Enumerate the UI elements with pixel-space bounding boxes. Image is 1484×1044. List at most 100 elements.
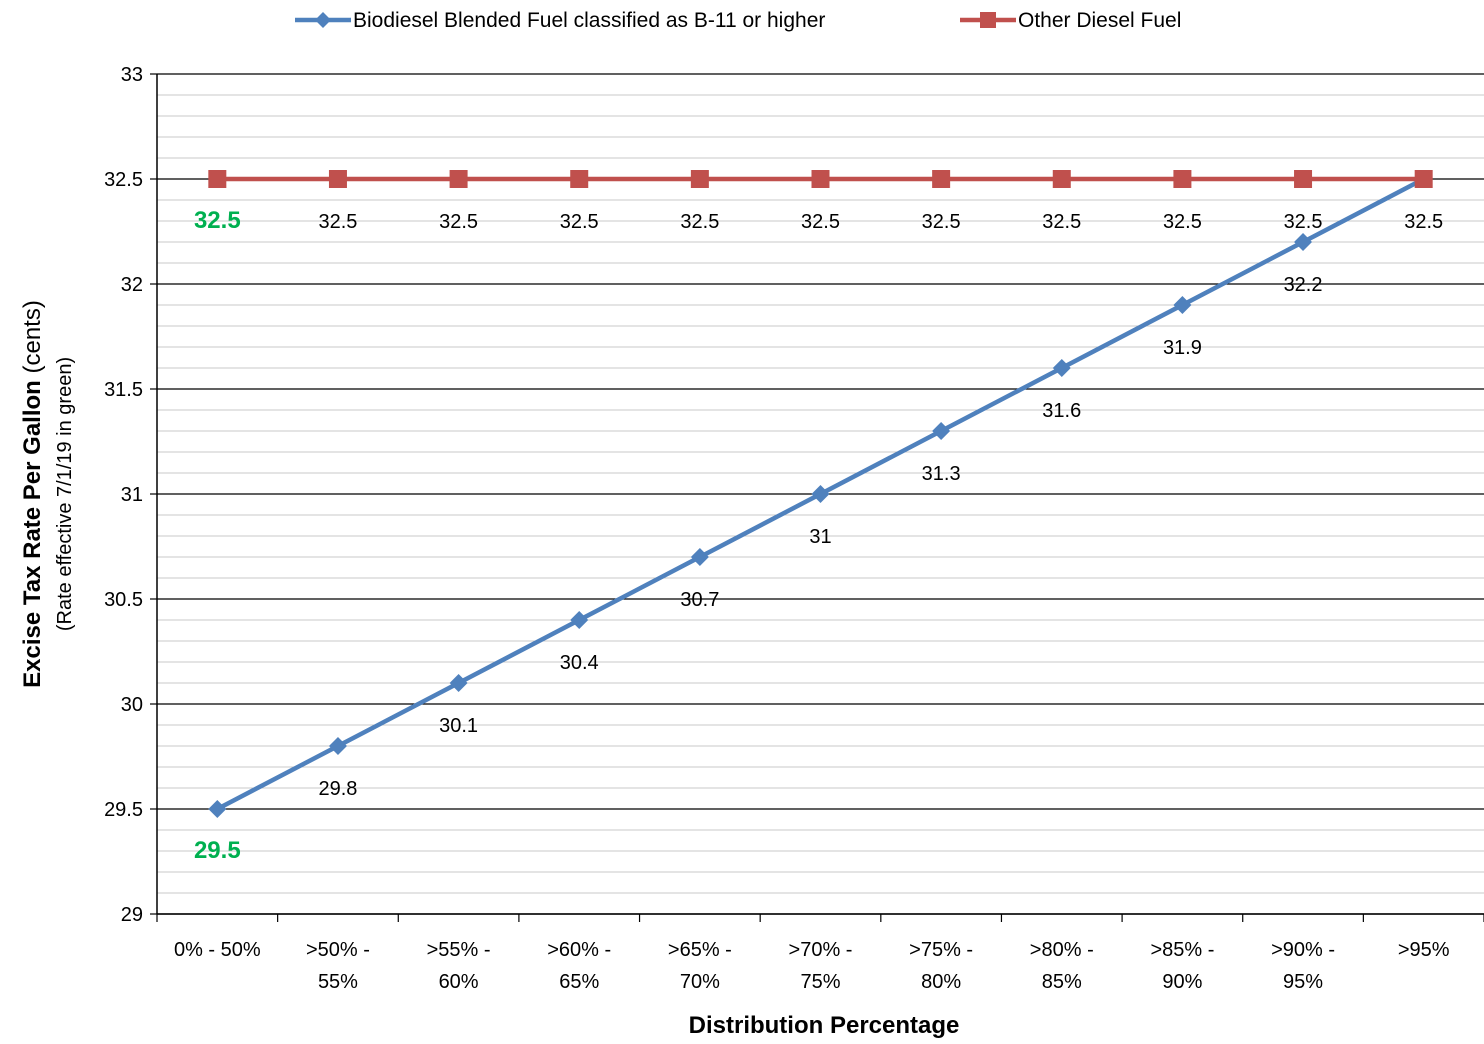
y-tick-label: 33 (121, 64, 143, 86)
other-diesel-data-label: 32.5 (922, 211, 961, 233)
x-tick-label-line: >90% - (1271, 939, 1335, 961)
biodiesel-data-label: 31.3 (922, 463, 961, 485)
axes: 29 29.5 30 30.5 31 31.5 32 32.5 33 0% - 50% >50% -… (104, 64, 1484, 993)
y-axis-title: Excise Tax Rate Per Gallon (cents) (Rate … (19, 300, 76, 688)
biodiesel-point (208, 800, 227, 818)
x-axis-title: Distribution Percentage (689, 1012, 960, 1039)
other-diesel-data-label: 32.5 (801, 211, 840, 233)
other-diesel-point (932, 170, 951, 188)
biodiesel-data-label: 31 (809, 526, 831, 548)
x-tick-label-line: 70% (680, 971, 720, 993)
other-diesel-point (1173, 170, 1192, 188)
legend-item-biodiesel: Biodiesel Blended Fuel classified as B-1… (295, 9, 825, 32)
y-tick-label: 31 (121, 484, 143, 506)
x-tick-label-line: 95% (1283, 971, 1323, 993)
x-tick-label: >60% - 65% (547, 939, 611, 993)
y-tick-label: 30 (121, 694, 143, 716)
x-tick-label-line: 85% (1042, 971, 1082, 993)
biodiesel-point (1173, 296, 1192, 314)
legend-label: Other Diesel Fuel (1018, 9, 1181, 32)
biodiesel-data-label: 30.4 (560, 652, 599, 674)
y-tick-label: 29.5 (104, 799, 143, 821)
x-tick-label-line: 90% (1162, 971, 1202, 993)
x-tick-label: >55% - 60% (427, 939, 491, 993)
other-diesel-data-label: 32.5 (318, 211, 357, 233)
y-axis-subtitle: (Rate effective 7/1/19 in green) (54, 357, 76, 631)
x-tick-label: >50% - 55% (306, 939, 370, 993)
biodiesel-data-label: 32.2 (1284, 274, 1323, 296)
other-diesel-point (811, 170, 830, 188)
other-diesel-data-label: 32.5 (680, 211, 719, 233)
y-tick-label: 30.5 (104, 589, 143, 611)
biodiesel-data-label: 29.5 (194, 837, 241, 864)
x-tick-label: 0% - 50% (174, 939, 261, 961)
legend: Biodiesel Blended Fuel classified as B-1… (295, 9, 1181, 32)
other-diesel-point (1052, 170, 1071, 188)
other-diesel-data-label: 32.5 (1284, 211, 1323, 233)
x-tick-label-line: >80% - (1030, 939, 1094, 961)
y-tick-label: 32.5 (104, 169, 143, 191)
y-axis-title-bold: Excise Tax Rate Per Gallon (19, 373, 46, 687)
other-diesel-point (570, 170, 589, 188)
x-tick-label-line: 75% (800, 971, 840, 993)
other-diesel-point (1294, 170, 1313, 188)
data-labels: 29.5 29.8 30.1 30.4 30.7 31 31.3 31.6 31.9 32.2 32… (194, 207, 1443, 864)
x-tick-label: >95% (1398, 939, 1450, 961)
biodiesel-point (449, 674, 468, 692)
legend-label: Biodiesel Blended Fuel classified as B-1… (353, 9, 825, 32)
biodiesel-point (1052, 359, 1071, 377)
biodiesel-point (690, 548, 709, 566)
y-axis-title-main: Excise Tax Rate Per Gallon (cents) (19, 300, 46, 688)
other-diesel-point (449, 170, 468, 188)
legend-square-marker (980, 12, 996, 28)
other-diesel-data-label: 32.5 (439, 211, 478, 233)
y-tick-label: 29 (121, 904, 143, 926)
biodiesel-point (1294, 233, 1313, 251)
biodiesel-point (811, 485, 830, 503)
x-tick-label: >75% - 80% (909, 939, 973, 993)
x-tick-label: >70% - 75% (789, 939, 853, 993)
biodiesel-point (570, 611, 589, 629)
x-tick-label: >90% - 95% (1271, 939, 1335, 993)
other-diesel-data-label: 32.5 (1163, 211, 1202, 233)
x-tick-label-line: >65% - (668, 939, 732, 961)
biodiesel-data-label: 31.6 (1042, 400, 1081, 422)
y-tick-label: 31.5 (104, 379, 143, 401)
x-tick-label-line: >60% - (547, 939, 611, 961)
x-tick-label-line: 0% - 50% (174, 939, 261, 961)
biodiesel-data-label: 29.8 (318, 778, 357, 800)
y-axis-title-unit: (cents) (19, 300, 46, 373)
legend-diamond-marker (315, 12, 331, 28)
biodiesel-data-label: 30.7 (680, 589, 719, 611)
other-diesel-data-label: 32.5 (1404, 211, 1443, 233)
x-tick-label-line: 55% (318, 971, 358, 993)
axis-titles: Distribution Percentage Excise Tax Rate P… (19, 300, 959, 1039)
biodiesel-data-label: 31.9 (1163, 337, 1202, 359)
biodiesel-point (328, 737, 347, 755)
x-tick-label-line: >75% - (909, 939, 973, 961)
x-tick-label-line: 80% (921, 971, 961, 993)
x-tick-label-line: >95% (1398, 939, 1450, 961)
series-layer (208, 170, 1433, 818)
biodiesel-data-label: 30.1 (439, 715, 478, 737)
other-diesel-point (208, 170, 227, 188)
x-tick-label-line: >50% - (306, 939, 370, 961)
other-diesel-data-label: 32.5 (194, 207, 241, 234)
legend-item-other-diesel: Other Diesel Fuel (960, 9, 1181, 32)
biodiesel-point (932, 422, 951, 440)
x-tick-label-line: 60% (439, 971, 479, 993)
other-diesel-point (1414, 170, 1433, 188)
x-tick-label-line: >55% - (427, 939, 491, 961)
x-tick-label: >65% - 70% (668, 939, 732, 993)
x-tick-label-line: >85% - (1150, 939, 1214, 961)
x-tick-label-line: 65% (559, 971, 599, 993)
y-tick-label: 32 (121, 274, 143, 296)
other-diesel-data-label: 32.5 (560, 211, 599, 233)
other-diesel-point (328, 170, 347, 188)
other-diesel-point (690, 170, 709, 188)
x-tick-label: >80% - 85% (1030, 939, 1094, 993)
x-tick-label-line: >70% - (789, 939, 853, 961)
gridlines (157, 73, 1484, 915)
